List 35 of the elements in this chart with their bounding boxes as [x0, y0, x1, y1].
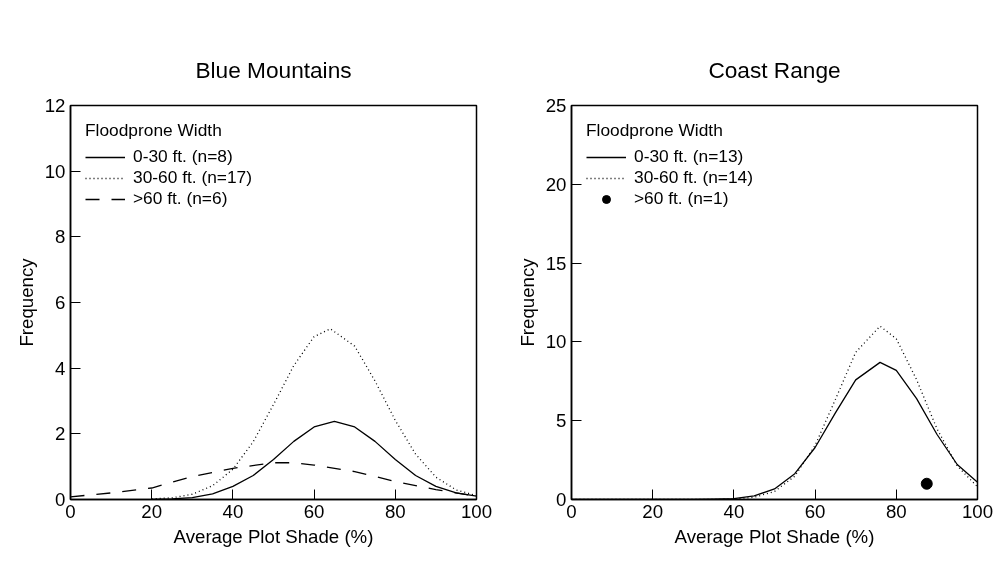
x-tick-label: 40 — [222, 500, 244, 522]
y-tick-label: 15 — [545, 252, 567, 274]
y-tick-label: 10 — [545, 331, 567, 353]
x-tick-label: 60 — [303, 500, 325, 522]
x-axis-title: Average Plot Shade (%) — [674, 525, 875, 547]
x-tick-label: 100 — [460, 500, 493, 522]
x-tick-label: 80 — [885, 500, 907, 522]
x-tick-label: 40 — [723, 500, 745, 522]
legend-title: Floodprone Width — [586, 120, 724, 141]
legend-label: 0-30 ft. (n=8) — [133, 146, 233, 167]
legend-label: 0-30 ft. (n=13) — [634, 146, 744, 167]
y-tick-label: 10 — [44, 160, 66, 182]
x-axis-title: Average Plot Shade (%) — [173, 525, 374, 547]
legend-title: Floodprone Width — [85, 120, 223, 141]
legend-label: >60 ft. (n=6) — [133, 188, 228, 209]
x-tick-label: 80 — [384, 500, 406, 522]
x-tick-label: 20 — [141, 500, 163, 522]
chart-title: Blue Mountains — [195, 57, 352, 83]
y-axis-title: Frequency — [15, 257, 37, 347]
y-tick-label: 6 — [55, 292, 66, 313]
y-tick-label: 25 — [545, 95, 567, 116]
y-axis-title: Frequency — [516, 257, 538, 347]
x-tick-label: 60 — [804, 500, 826, 522]
chart-title: Coast Range — [708, 57, 841, 83]
y-tick-label: 2 — [55, 423, 66, 445]
y-tick-label: 20 — [545, 173, 567, 195]
y-tick-label: 8 — [55, 226, 66, 248]
legend-label: 30-60 ft. (n=17) — [133, 167, 252, 188]
x-tick-label: 20 — [642, 500, 664, 522]
legend-label: 30-60 ft. (n=14) — [634, 167, 753, 188]
x-tick-label: 100 — [961, 500, 994, 522]
y-tick-label: 12 — [44, 95, 66, 116]
y-tick-label: 4 — [55, 357, 66, 379]
y-tick-label: 5 — [556, 410, 567, 432]
legend-label: >60 ft. (n=1) — [634, 188, 729, 209]
